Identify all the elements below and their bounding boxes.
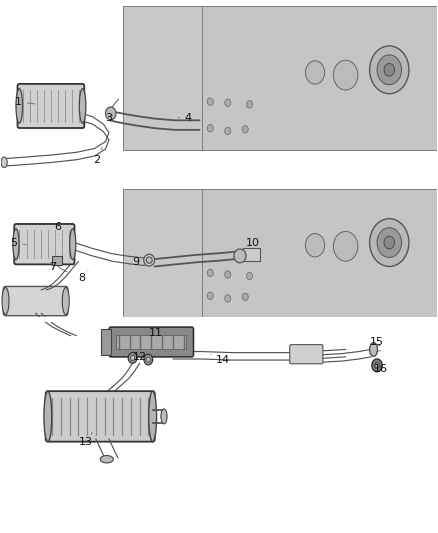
Circle shape [207,98,213,106]
Text: 6: 6 [54,222,61,235]
Ellipse shape [146,257,152,263]
Ellipse shape [370,343,378,357]
Circle shape [247,101,253,108]
Circle shape [128,353,137,364]
Circle shape [247,272,253,280]
Circle shape [225,271,231,278]
Ellipse shape [70,229,76,260]
Ellipse shape [16,88,22,123]
Text: 8: 8 [78,271,88,283]
Text: 13: 13 [79,432,93,447]
Ellipse shape [100,456,113,463]
Circle shape [225,99,231,107]
FancyBboxPatch shape [18,84,84,128]
Bar [52,256,62,265]
Circle shape [370,46,409,94]
Ellipse shape [1,157,7,167]
FancyBboxPatch shape [46,391,155,442]
Ellipse shape [2,287,9,314]
Circle shape [377,55,402,85]
Circle shape [144,354,152,365]
Bar [101,329,111,356]
Ellipse shape [234,249,246,263]
Text: 16: 16 [374,364,388,374]
Bar [1,177,437,189]
Circle shape [375,363,379,368]
Ellipse shape [79,88,86,123]
Text: 3: 3 [106,112,113,123]
Text: 14: 14 [210,354,230,365]
Ellipse shape [144,254,155,266]
Circle shape [106,107,116,120]
Circle shape [384,63,395,76]
Circle shape [207,125,213,132]
Ellipse shape [13,229,19,260]
Bar [116,335,187,350]
Bar [201,189,437,317]
Circle shape [333,231,358,261]
Bar [123,189,437,317]
Circle shape [207,292,213,300]
Circle shape [242,126,248,133]
Text: 11: 11 [148,328,162,341]
Ellipse shape [62,287,69,314]
FancyBboxPatch shape [14,224,74,264]
Text: 9: 9 [132,257,140,267]
Ellipse shape [149,391,156,442]
Bar [123,6,201,150]
Text: 1: 1 [14,96,35,107]
Circle shape [305,233,325,257]
Circle shape [225,295,231,302]
Bar [201,6,437,150]
Ellipse shape [161,409,167,424]
Text: 15: 15 [370,337,384,347]
Circle shape [146,357,150,362]
Bar [123,189,201,317]
Circle shape [377,228,402,257]
Text: 7: 7 [49,262,56,271]
FancyBboxPatch shape [290,345,323,364]
Circle shape [207,269,213,277]
Circle shape [242,293,248,301]
Text: 12: 12 [132,352,147,362]
Circle shape [305,61,325,84]
Bar [1,317,437,322]
Bar [243,248,261,261]
Ellipse shape [44,391,52,442]
Circle shape [225,127,231,135]
Text: 10: 10 [246,238,260,247]
Circle shape [372,359,382,372]
Circle shape [370,219,409,266]
FancyBboxPatch shape [4,286,68,316]
FancyBboxPatch shape [109,327,194,357]
Circle shape [384,236,395,249]
Circle shape [333,60,358,90]
Circle shape [131,356,135,361]
Text: 4: 4 [178,112,192,123]
Bar [123,6,437,150]
Text: 2: 2 [93,147,102,165]
Text: 5: 5 [10,238,26,247]
